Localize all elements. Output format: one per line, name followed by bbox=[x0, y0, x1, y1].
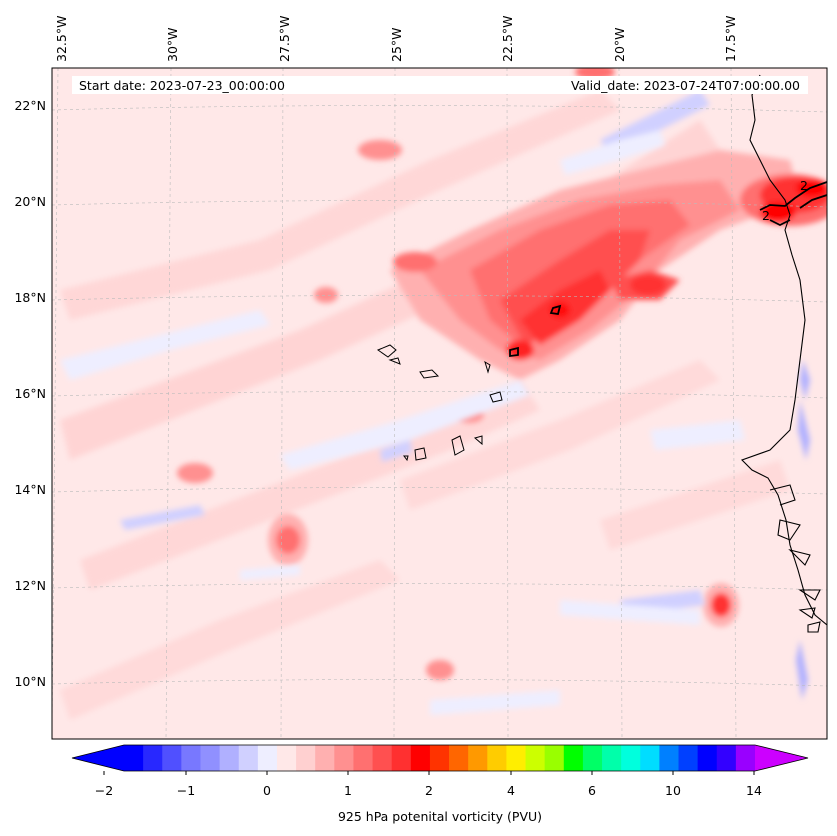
colorbar-tick-label: 1 bbox=[344, 783, 352, 798]
lon-label: 22.5°W bbox=[500, 16, 515, 62]
colorbar-segment bbox=[257, 745, 278, 771]
coastline bbox=[740, 74, 827, 633]
contour-label-2: 2 bbox=[762, 208, 770, 223]
colorbar-segment bbox=[391, 745, 412, 771]
colorbar-segment bbox=[525, 745, 546, 771]
colorbar-segment bbox=[238, 745, 259, 771]
colorbar-segment bbox=[468, 745, 488, 771]
colorbar-segment bbox=[296, 745, 316, 771]
longitude-labels: 32.5°W 30°W 27.5°W 25°W 22.5°W 20°W 17.5°W bbox=[54, 16, 738, 62]
graticule bbox=[52, 68, 827, 739]
colorbar-segment bbox=[582, 745, 603, 771]
colorbar-segment bbox=[372, 745, 393, 771]
cape-verde-islands bbox=[376, 304, 562, 462]
header-box bbox=[72, 76, 808, 94]
lat-label: 22°N bbox=[14, 98, 46, 113]
lat-label: 16°N bbox=[14, 386, 46, 401]
colorbar-segment bbox=[563, 745, 584, 771]
colorbar-segment bbox=[181, 745, 201, 771]
latitude-labels: 22°N 20°N 18°N 16°N 14°N 12°N 10°N bbox=[14, 98, 46, 689]
colorbar-segment bbox=[449, 745, 469, 771]
pv-negative bbox=[60, 90, 810, 715]
colorbar-outline bbox=[71, 744, 809, 772]
lon-label: 32.5°W bbox=[54, 16, 69, 62]
colorbar-segment bbox=[334, 745, 354, 771]
colorbar-segment bbox=[219, 745, 240, 771]
colorbar-segment bbox=[143, 745, 163, 771]
colorbar-tick-label: 0 bbox=[263, 783, 271, 798]
contour-label: 2 bbox=[800, 178, 808, 193]
colorbar-tick-label: 14 bbox=[746, 783, 762, 798]
map-frame bbox=[51, 67, 828, 740]
colorbar-tick-label: 6 bbox=[588, 783, 596, 798]
colorbar-segment bbox=[276, 745, 297, 771]
colorbar-segment bbox=[735, 745, 756, 771]
colorbar-segment bbox=[506, 745, 527, 771]
colorbar-tick-label: −1 bbox=[177, 783, 195, 798]
colorbar-tick-label: −2 bbox=[95, 783, 113, 798]
pv-contour-2 bbox=[759, 181, 827, 227]
lat-label: 18°N bbox=[14, 290, 46, 305]
colorbar-segment bbox=[621, 745, 641, 771]
lat-label: 20°N bbox=[14, 194, 46, 209]
lat-label: 14°N bbox=[14, 482, 46, 497]
lon-label: 20°W bbox=[612, 27, 627, 62]
colorbar-segment bbox=[429, 745, 450, 771]
colorbar-segment bbox=[659, 745, 680, 771]
colorbar-segment bbox=[353, 745, 374, 771]
lat-label: 12°N bbox=[14, 578, 46, 593]
colorbar-segment bbox=[716, 745, 737, 771]
colorbar-segment bbox=[544, 745, 565, 771]
lon-label: 25°W bbox=[389, 27, 404, 62]
colorbar-over-arrow bbox=[755, 745, 808, 771]
colorbar-tick-label: 2 bbox=[425, 783, 433, 798]
colorbar-segment bbox=[602, 745, 622, 771]
colorbar-segment bbox=[697, 745, 718, 771]
colorbar-tick-label: 4 bbox=[507, 783, 515, 798]
colorbar-segment bbox=[162, 745, 182, 771]
colorbar[interactable]: −2 −1 0 1 2 4 6 10 14 bbox=[71, 744, 809, 798]
colorbar-segment bbox=[410, 745, 431, 771]
lon-label: 27.5°W bbox=[277, 16, 292, 62]
lat-label: 10°N bbox=[14, 674, 46, 689]
lon-label: 17.5°W bbox=[723, 16, 738, 62]
colorbar-tick-label: 10 bbox=[665, 783, 681, 798]
colorbar-segment bbox=[200, 745, 221, 771]
valid-date: Valid_date: 2023-07-24T07:00:00.00 bbox=[571, 78, 800, 93]
map-panel[interactable]: 2 2 bbox=[52, 64, 837, 739]
colorbar-title: 925 hPa potenital vorticity (PVU) bbox=[338, 809, 542, 824]
colorbar-segment bbox=[640, 745, 660, 771]
colorbar-segment bbox=[678, 745, 699, 771]
colorbar-segment bbox=[487, 745, 507, 771]
start-date: Start date: 2023-07-23_00:00:00 bbox=[79, 78, 285, 93]
lon-label: 30°W bbox=[165, 27, 180, 62]
colorbar-under-arrow bbox=[72, 745, 124, 771]
colorbar-segment bbox=[315, 745, 335, 771]
colorbar-segment bbox=[124, 745, 144, 771]
